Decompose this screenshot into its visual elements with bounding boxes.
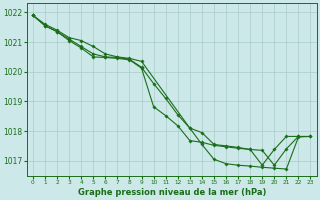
X-axis label: Graphe pression niveau de la mer (hPa): Graphe pression niveau de la mer (hPa) xyxy=(77,188,266,197)
